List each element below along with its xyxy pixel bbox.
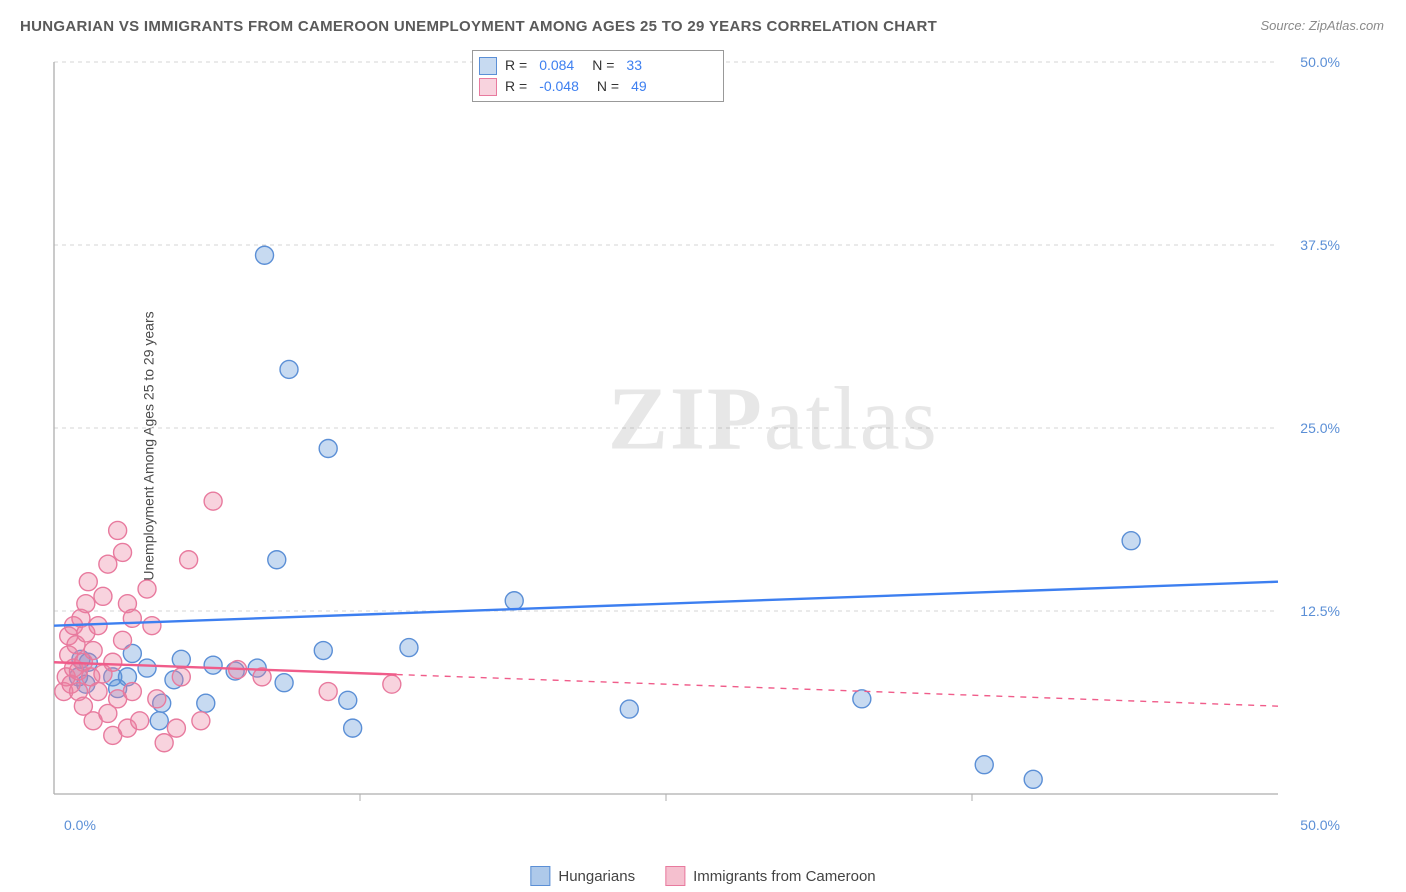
- data-point: [197, 694, 215, 712]
- legend-swatch: [479, 57, 497, 75]
- legend-label: Immigrants from Cameroon: [693, 868, 876, 885]
- data-point: [1122, 532, 1140, 550]
- data-point: [138, 659, 156, 677]
- series-legend: Hungarians Immigrants from Cameroon: [530, 866, 875, 886]
- data-point: [620, 700, 638, 718]
- data-point: [172, 668, 190, 686]
- data-point: [167, 719, 185, 737]
- n-value: 33: [626, 55, 642, 76]
- source-label: Source: ZipAtlas.com: [1260, 18, 1384, 33]
- data-point: [79, 573, 97, 591]
- trend-line: [54, 582, 1278, 626]
- data-point: [268, 551, 286, 569]
- legend-item: Hungarians: [530, 866, 635, 886]
- correlation-row: R = 0.084 N = 33: [479, 55, 717, 76]
- data-point: [114, 543, 132, 561]
- legend-label: Hungarians: [558, 868, 635, 885]
- plot-area: 12.5% 25.0% 37.5% 50.0% 0.0% 50.0%: [48, 48, 1348, 838]
- data-point: [109, 521, 127, 539]
- r-label: R =: [505, 55, 527, 76]
- data-point: [505, 592, 523, 610]
- data-point: [339, 691, 357, 709]
- trend-line-extrapolated: [397, 675, 1278, 707]
- data-point: [975, 756, 993, 774]
- data-point: [204, 492, 222, 510]
- data-point: [383, 675, 401, 693]
- n-value: 49: [631, 76, 647, 97]
- x-origin-label: 0.0%: [64, 817, 96, 833]
- data-point: [114, 631, 132, 649]
- data-point: [131, 712, 149, 730]
- data-point: [123, 683, 141, 701]
- data-point: [123, 609, 141, 627]
- data-point: [143, 617, 161, 635]
- n-label: N =: [592, 55, 614, 76]
- data-point: [150, 712, 168, 730]
- legend-item: Immigrants from Cameroon: [665, 866, 876, 886]
- data-point: [138, 580, 156, 598]
- n-label: N =: [597, 76, 619, 97]
- y-tick-label: 12.5%: [1300, 603, 1340, 619]
- data-point: [853, 690, 871, 708]
- data-point: [204, 656, 222, 674]
- data-point: [94, 587, 112, 605]
- data-point: [319, 439, 337, 457]
- chart-title: HUNGARIAN VS IMMIGRANTS FROM CAMEROON UN…: [20, 18, 937, 35]
- legend-swatch: [479, 78, 497, 96]
- data-point: [275, 674, 293, 692]
- data-point: [1024, 770, 1042, 788]
- correlation-legend: R = 0.084 N = 33 R = -0.048 N = 49: [472, 50, 724, 102]
- y-tick-label: 25.0%: [1300, 420, 1340, 436]
- legend-swatch: [530, 866, 550, 886]
- data-point: [148, 690, 166, 708]
- y-tick-label: 37.5%: [1300, 237, 1340, 253]
- y-tick-label: 50.0%: [1300, 54, 1340, 70]
- data-point: [77, 595, 95, 613]
- data-point: [256, 246, 274, 264]
- r-label: R =: [505, 76, 527, 97]
- data-point: [180, 551, 198, 569]
- data-point: [400, 639, 418, 657]
- data-point: [89, 683, 107, 701]
- data-point: [84, 642, 102, 660]
- scatter-chart: 12.5% 25.0% 37.5% 50.0% 0.0% 50.0%: [48, 48, 1348, 838]
- data-point: [99, 555, 117, 573]
- correlation-row: R = -0.048 N = 49: [479, 76, 717, 97]
- data-point: [104, 653, 122, 671]
- data-point: [192, 712, 210, 730]
- data-point: [319, 683, 337, 701]
- data-point: [280, 360, 298, 378]
- legend-swatch: [665, 866, 685, 886]
- r-value: -0.048: [539, 76, 579, 97]
- x-max-label: 50.0%: [1300, 817, 1340, 833]
- data-point: [314, 642, 332, 660]
- data-point: [89, 617, 107, 635]
- r-value: 0.084: [539, 55, 574, 76]
- data-point: [344, 719, 362, 737]
- data-point: [155, 734, 173, 752]
